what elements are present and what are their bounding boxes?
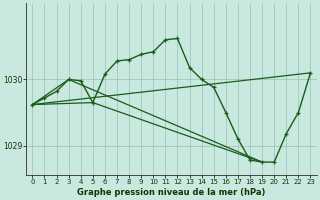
X-axis label: Graphe pression niveau de la mer (hPa): Graphe pression niveau de la mer (hPa) — [77, 188, 266, 197]
